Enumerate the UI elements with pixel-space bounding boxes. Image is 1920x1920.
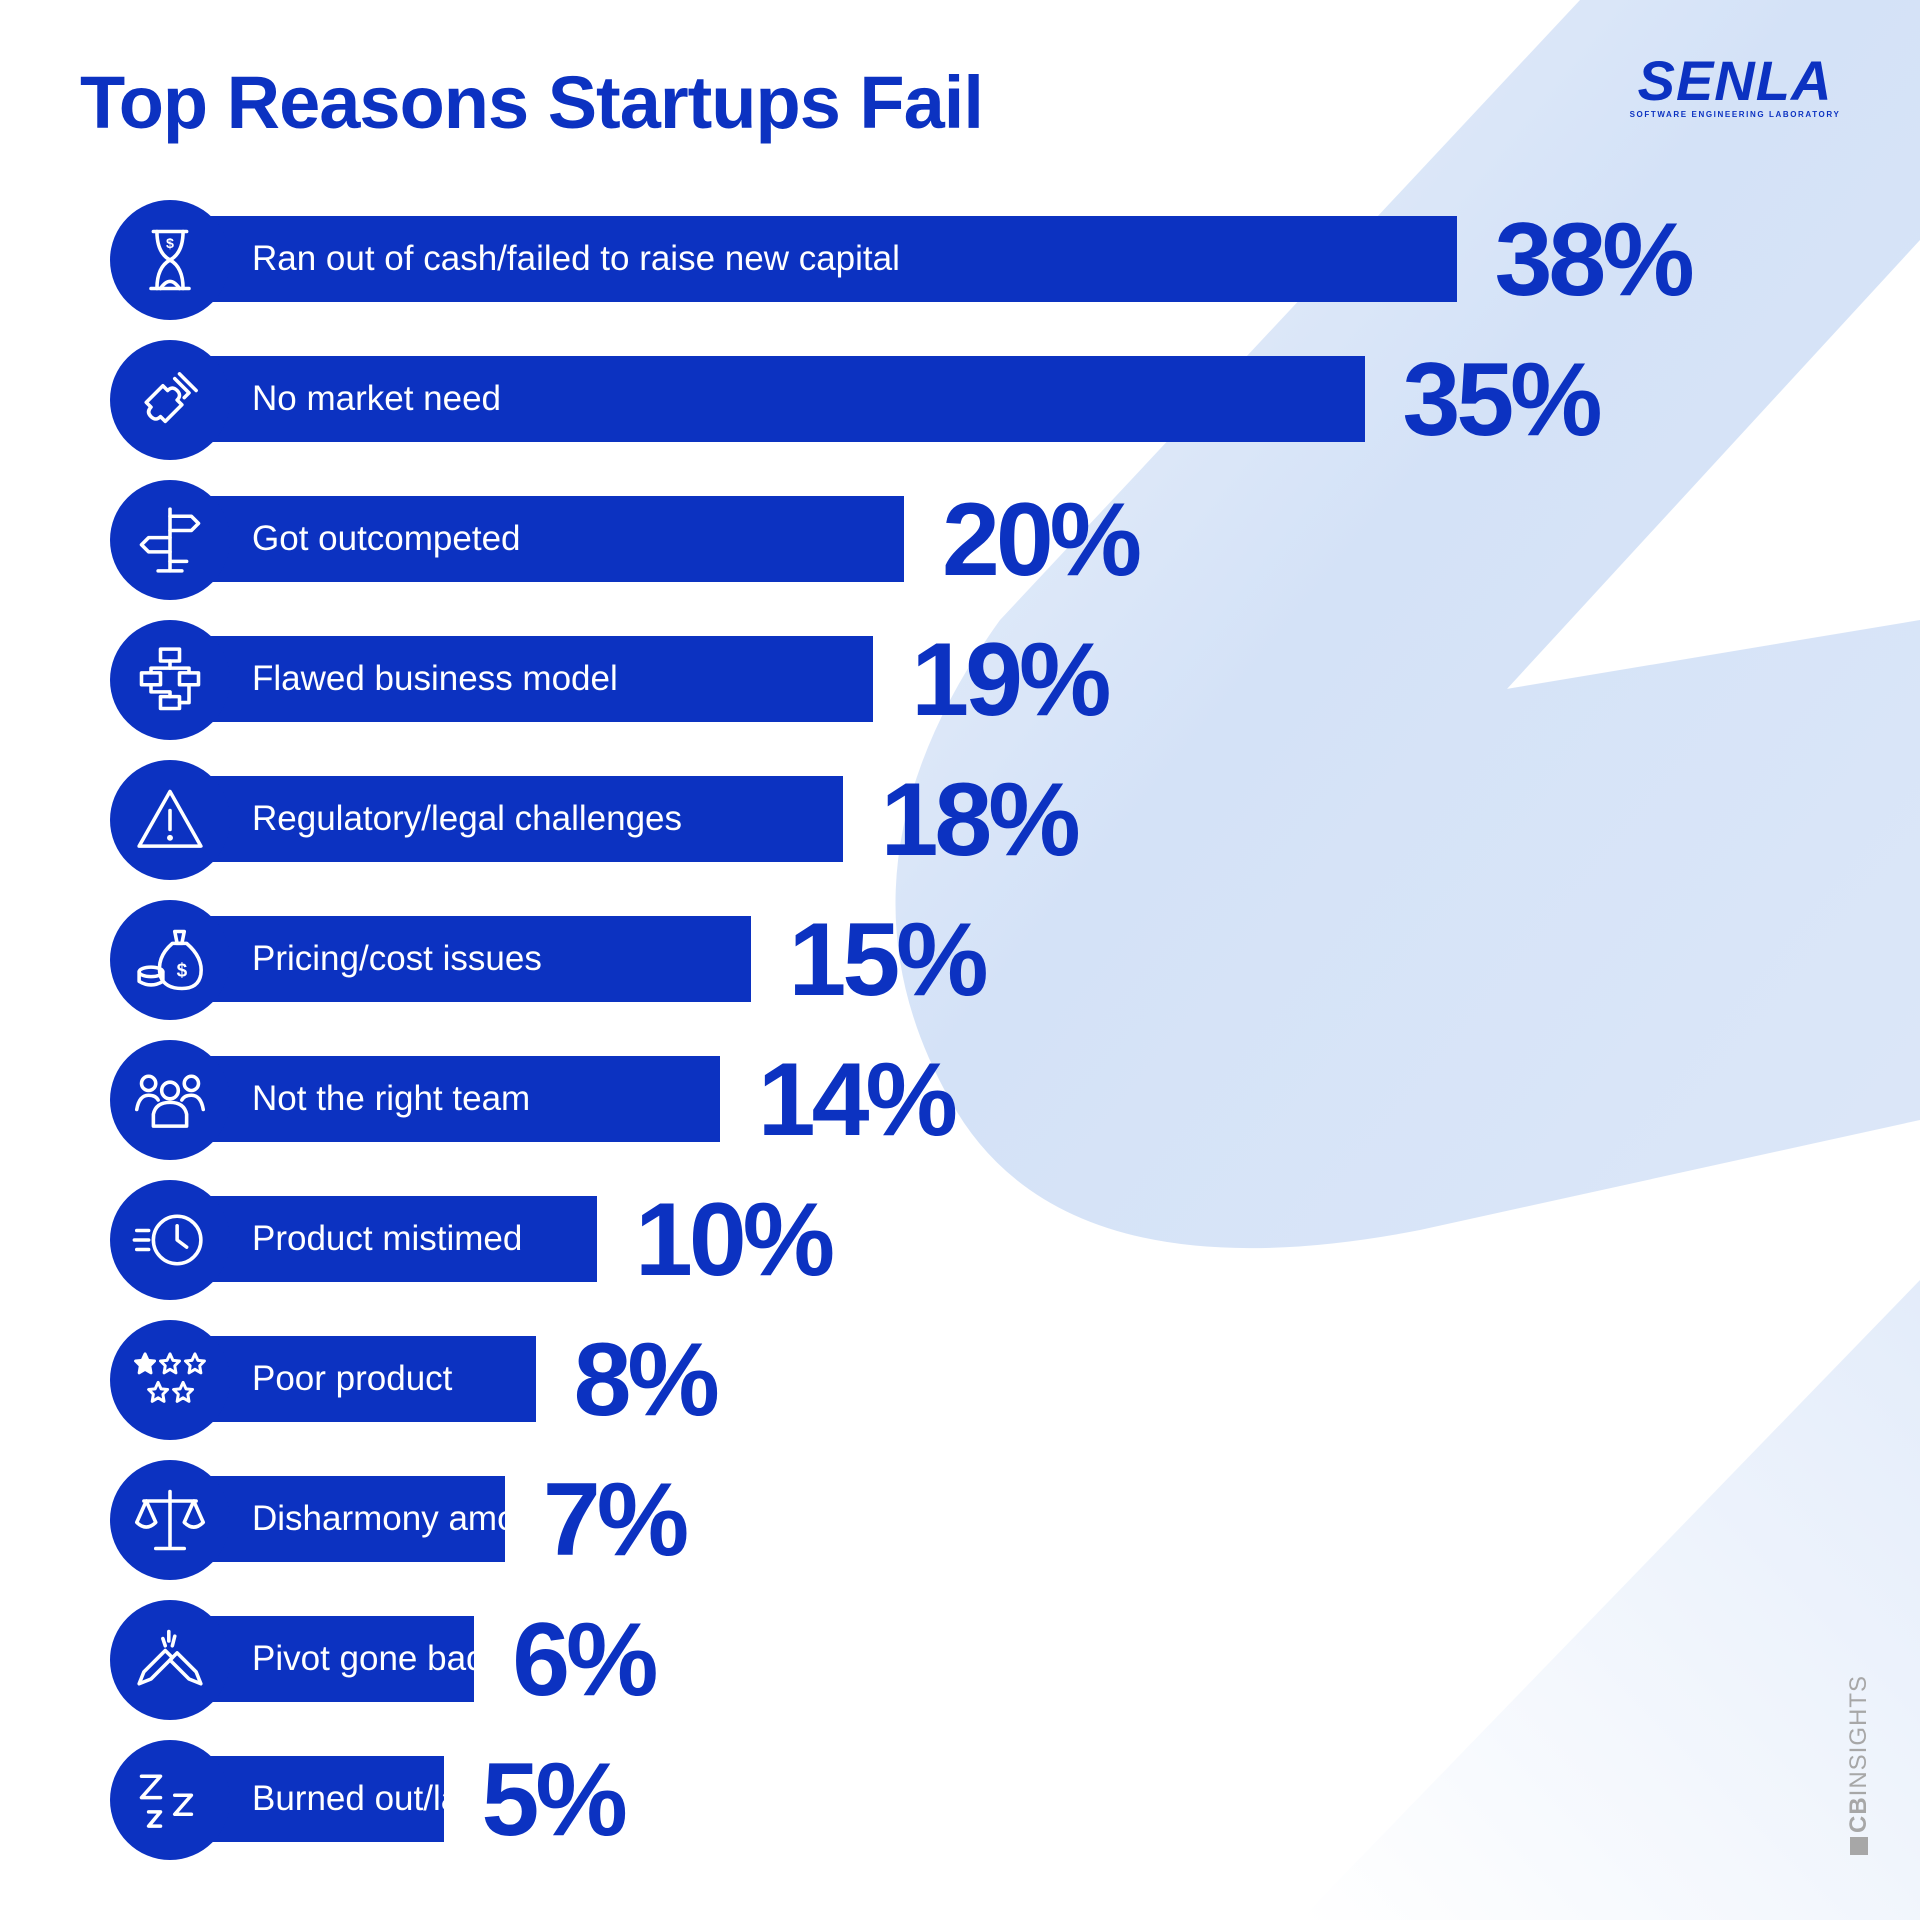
bar-label: No market need [252,379,502,418]
hourglass-dollar-icon: $ [132,222,208,298]
data-label: 6% [512,1602,658,1718]
logo-tagline: SOFTWARE ENGINEERING LABORATORY [1629,110,1841,119]
team-people-icon [132,1062,208,1138]
logo-wordmark: SENLA [1637,49,1833,112]
bar-icon-badge [110,760,230,880]
bar-row: Not the right team 14% [110,1040,1020,1160]
fast-clock-icon [132,1202,208,1278]
svg-text:$: $ [166,236,174,252]
bar-row: Regulatory/legal challenges 18% [110,760,1143,880]
bar-row: No market need 35% [110,340,1665,460]
bar-label: Pricing/cost issues [252,939,542,978]
data-label: 8% [573,1322,720,1438]
bar-row: Pivot gone bad 6% [110,1600,774,1720]
bar-label: Product mistimed [252,1219,523,1258]
bar-label: Pivot gone bad [252,1639,486,1678]
bar [170,216,1457,302]
sleep-zzz-icon [132,1762,208,1838]
bar-row: Flawed business model 19% [110,620,1173,740]
data-label: 18% [880,762,1081,878]
bar-icon-badge [110,620,230,740]
bar-icon-badge [110,1460,230,1580]
bar-icon-badge [110,1600,230,1720]
chart-title: Top Reasons Startups Fail [80,61,984,144]
bar-icon-badge [110,1040,230,1160]
bar-icon-badge: $ [110,900,230,1020]
bar-label: Got outcompeted [252,519,521,558]
bar-icon-badge [110,480,230,600]
data-label: 20% [942,482,1142,598]
data-label: 7% [542,1462,689,1578]
bar-label: Poor product [252,1359,453,1398]
bar [170,1056,720,1142]
flowchart-icon [132,642,208,718]
bar [170,916,751,1002]
bar-row: Disharmony among team/investors 7% [110,1460,805,1580]
bar [170,496,904,582]
bar-icon-badge [110,1180,230,1300]
bar [170,636,874,722]
puzzle-pieces-icon [132,362,208,438]
balance-scale-icon [132,1482,208,1558]
bar [170,1336,536,1422]
bar-label: Burned out/lacked passion [252,1779,665,1818]
bar [170,776,843,862]
bar-label: Disharmony among team/investors [252,1499,793,1538]
broken-pencil-icon [132,1622,208,1698]
bar-row: Burned out/lacked passion 5% [110,1740,744,1860]
bar [170,356,1365,442]
data-label: 5% [481,1742,628,1858]
bar-row: Got outcompeted 20% [110,480,1204,600]
data-label: 14% [757,1042,958,1158]
bar-row: Poor product 8% [110,1320,836,1440]
data-label: 35% [1402,342,1603,458]
warning-triangle-icon [132,782,208,858]
bar-icon-badge [110,1320,230,1440]
bar-icon-badge: $ [110,200,230,320]
bar-label: Not the right team [252,1079,531,1118]
bar-row: Product mistimed 10% [110,1180,897,1300]
senla-logo: SENLA SOFTWARE ENGINEERING LABORATORY [1620,49,1850,120]
bar-row: $ Pricing/cost issues 15% [110,900,1051,1020]
bar-label: Regulatory/legal challenges [252,799,682,838]
svg-text:$: $ [177,961,188,982]
rating-stars-icon [132,1342,208,1418]
bar [170,1196,597,1282]
bar-row: $ Ran out of cash/failed to raise new cap… [110,200,1757,320]
data-label: 38% [1494,202,1695,318]
money-bag-coins-icon: $ [132,922,208,998]
signpost-icon [132,502,208,578]
bar-label: Flawed business model [252,659,618,698]
data-label: 19% [911,622,1111,738]
data-label: 10% [635,1182,835,1298]
data-label: 15% [788,902,989,1018]
bar-icon-badge [110,1740,230,1860]
bar-icon-badge [110,340,230,460]
bar-label: Ran out of cash/failed to raise new capi… [252,239,900,278]
